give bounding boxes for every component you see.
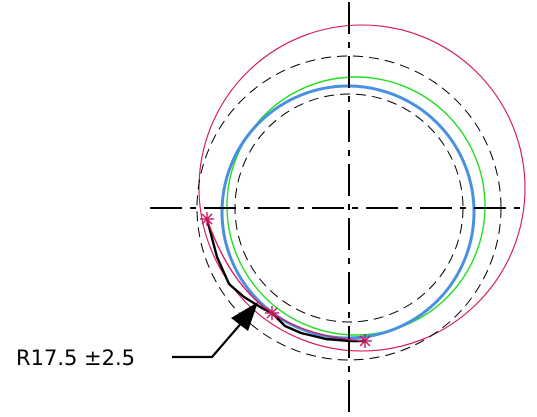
dimension-leader-line [172,319,245,359]
asterisk-star-icon [200,212,214,226]
outer-tolerance-circle [198,24,526,352]
green-profile-circle [226,76,486,336]
radius-dimension-label: R17.5 ±2.5 [16,346,135,370]
asterisk-star-icon [265,306,279,320]
asterisk-star-icon [358,334,372,348]
arrowhead-icon [231,302,258,331]
